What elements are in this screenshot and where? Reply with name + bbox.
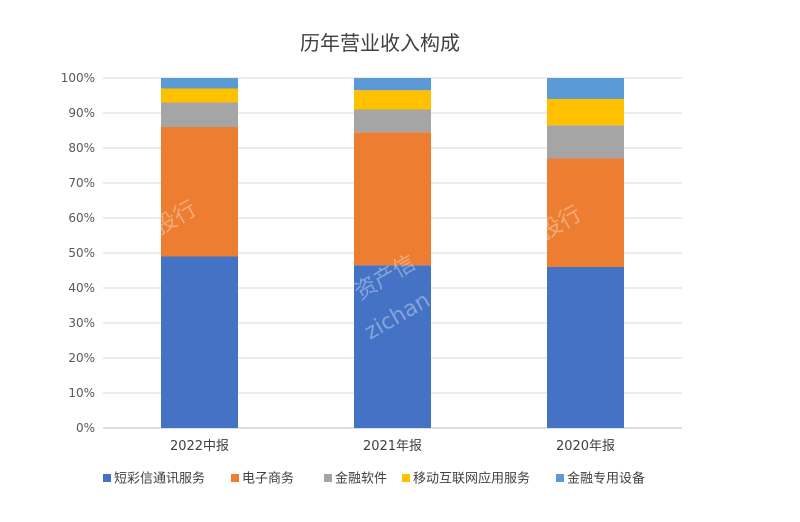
x-axis-categories: 2022中报 2021年报 2020年报: [170, 439, 615, 454]
bar-segment-4: [354, 78, 431, 91]
legend-label: 金融专用设备: [567, 471, 645, 487]
bar-segment-1: [354, 132, 431, 266]
y-tick-label: 100%: [61, 71, 95, 85]
y-tick-label: 70%: [68, 176, 95, 190]
legend-swatch: [556, 474, 564, 482]
bar-segment-3: [161, 88, 238, 103]
legend-label: 短彩信通讯服务: [114, 471, 205, 487]
legend-swatch: [103, 474, 111, 482]
y-axis-ticks: 0% 10% 20% 30% 40% 50% 60% 70% 80% 90% 100%: [61, 71, 95, 435]
bars: [161, 78, 624, 428]
bar-segment-4: [161, 78, 238, 89]
y-tick-label: 10%: [68, 386, 95, 400]
chart-title: 历年营业收入构成: [300, 31, 460, 55]
x-category-label: 2020年报: [556, 439, 615, 454]
bar-segment-2: [354, 109, 431, 133]
y-tick-label: 20%: [68, 351, 95, 365]
legend-label: 电子商务: [242, 471, 294, 487]
y-tick-label: 40%: [68, 281, 95, 295]
x-category-label: 2021年报: [363, 439, 422, 454]
bar-segment-1: [161, 127, 238, 257]
legend-label: 金融软件: [335, 471, 387, 487]
bar-segment-0: [354, 265, 431, 428]
y-tick-label: 30%: [68, 316, 95, 330]
x-category-label: 2022中报: [170, 439, 229, 454]
bar-segment-0: [161, 256, 238, 428]
bar-segment-4: [547, 78, 624, 99]
legend-swatch: [324, 474, 332, 482]
bar-segment-2: [547, 125, 624, 159]
bar-segment-0: [547, 267, 624, 428]
bar-segment-1: [547, 158, 624, 267]
legend-swatch: [402, 474, 410, 482]
legend-swatch: [231, 474, 239, 482]
y-tick-label: 50%: [68, 246, 95, 260]
bar-segment-3: [354, 90, 431, 110]
y-tick-label: 80%: [68, 141, 95, 155]
legend: 短彩信通讯服务 电子商务 金融软件 移动互联网应用服务 金融专用设备: [103, 471, 645, 487]
y-tick-label: 0%: [76, 421, 95, 435]
bar-segment-3: [547, 99, 624, 126]
bar-segment-2: [161, 102, 238, 127]
y-tick-label: 60%: [68, 211, 95, 225]
y-tick-label: 90%: [68, 106, 95, 120]
legend-label: 移动互联网应用服务: [413, 471, 530, 487]
